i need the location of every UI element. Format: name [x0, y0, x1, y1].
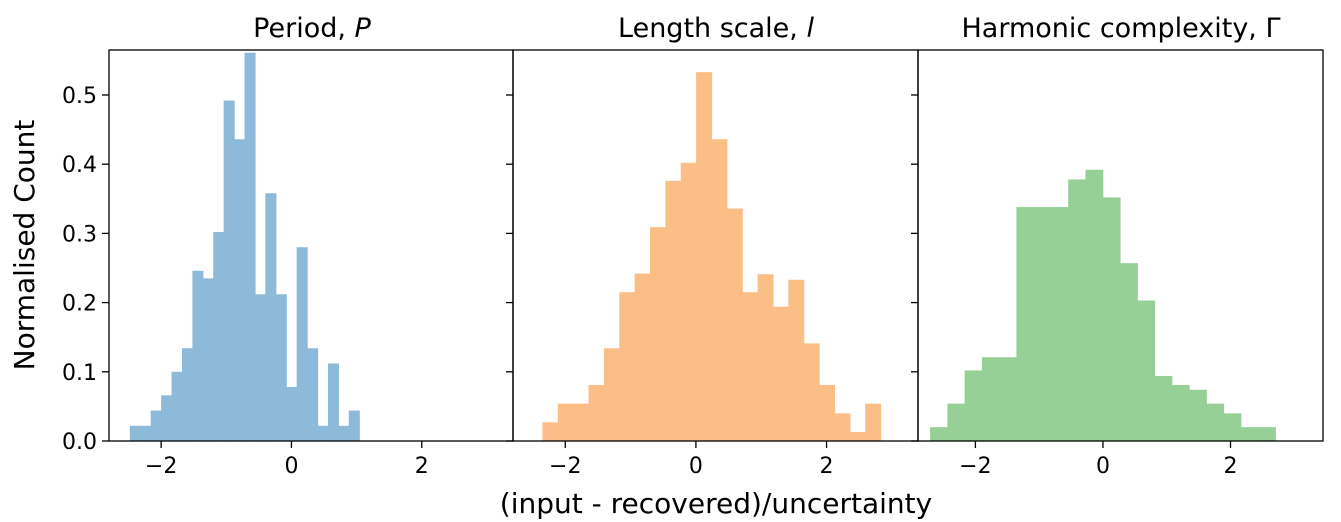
histogram-bar: [254, 294, 266, 441]
panel-length-scale: Length scale, l −2 0 2: [506, 13, 919, 479]
histogram-bar: [573, 403, 590, 441]
histogram-bar: [803, 343, 820, 441]
bars: [129, 52, 360, 442]
axes-frame: [917, 49, 1324, 442]
panel-title-harmonic-complexity: Harmonic complexity, Γ: [961, 13, 1280, 44]
histogram-bar: [1171, 384, 1190, 441]
histogram-bar: [234, 139, 246, 441]
y-tick-label: 0.0: [62, 430, 97, 455]
histogram-bar: [649, 227, 666, 441]
y-tick-label: 0.5: [62, 84, 97, 109]
histogram-bar: [275, 294, 287, 441]
histogram-bar: [834, 413, 851, 441]
x-tick-label: 0: [689, 454, 703, 479]
histogram-bar: [1240, 427, 1259, 441]
histogram-bar: [296, 247, 308, 441]
histogram-bar: [634, 273, 651, 441]
histogram-bar: [1050, 207, 1069, 441]
histogram-bar: [213, 232, 225, 441]
y-tick-label: 0.3: [62, 222, 97, 247]
histogram-bar: [696, 72, 713, 442]
histogram-bar: [619, 292, 636, 441]
histogram-bar: [1102, 197, 1121, 441]
histogram-bar: [1119, 263, 1138, 441]
histogram-bar: [171, 371, 183, 441]
histogram-bar: [964, 370, 983, 441]
histogram-bar: [202, 278, 214, 441]
histogram-bar: [999, 357, 1018, 441]
histogram-bar: [317, 425, 329, 441]
histogram-bar: [223, 100, 235, 442]
histogram-bar: [348, 410, 360, 441]
histogram-bar: [150, 410, 162, 441]
panel-title-period: Period, P: [253, 13, 371, 44]
x-tick-label: 0: [1096, 454, 1110, 479]
histogram-bar: [1189, 389, 1207, 441]
histogram-bar: [265, 193, 277, 441]
histogram-bar: [1154, 375, 1173, 441]
histogram-bar: [1206, 403, 1225, 441]
histogram-bar: [140, 425, 152, 441]
histogram-bar: [757, 274, 774, 441]
panel-harmonic-complexity: Harmonic complexity, Γ −2 0 2: [911, 13, 1324, 479]
x-tick-label: 2: [415, 454, 429, 479]
x-tick-label: 2: [1224, 454, 1238, 479]
histogram-bar: [981, 357, 1000, 441]
histogram-bar: [161, 395, 173, 441]
histogram-bar: [327, 363, 339, 441]
bars: [542, 72, 882, 442]
histogram-bar: [557, 403, 574, 441]
histogram-bar: [1223, 413, 1242, 441]
x-tick-label: −2: [959, 454, 991, 479]
histogram-bar: [1016, 207, 1035, 441]
y-tick-label: 0.4: [62, 153, 97, 178]
histogram-bar: [680, 162, 697, 442]
histogram-bar: [1068, 179, 1087, 441]
histogram-bar: [307, 348, 319, 441]
y-tick-label: 0.1: [62, 361, 97, 386]
histogram-bar: [542, 422, 559, 441]
histogram-bar: [1033, 207, 1052, 441]
histogram-bar: [1258, 427, 1276, 441]
x-tick-label: 2: [820, 454, 834, 479]
histogram-bar: [849, 432, 866, 441]
histogram-bar: [181, 348, 194, 441]
histogram-bar: [588, 384, 605, 441]
histogram-bar: [947, 403, 966, 441]
panel-title-length-scale: Length scale, l: [618, 13, 814, 44]
histogram-bar: [192, 270, 204, 441]
x-tick-label: −2: [549, 454, 581, 479]
histogram-bar: [244, 52, 256, 442]
y-tick-label: 0.2: [62, 292, 97, 317]
histogram-bar: [726, 208, 743, 441]
histogram-bar: [865, 403, 882, 441]
histogram-bar: [129, 425, 141, 441]
bars: [930, 169, 1276, 441]
histogram-bar: [603, 348, 620, 441]
histogram-bar: [711, 139, 728, 441]
x-tick-label: −2: [145, 454, 177, 479]
histogram-bar: [772, 306, 789, 441]
histogram-bar: [1085, 169, 1104, 441]
histogram-bar: [338, 425, 350, 441]
x-tick-label: 0: [284, 454, 298, 479]
histogram-bar: [819, 384, 836, 441]
y-axis-label: Normalised Count: [8, 120, 41, 371]
histogram-bar: [665, 180, 682, 442]
histogram-bar: [286, 387, 298, 441]
histogram-bar: [930, 427, 948, 441]
x-axis-label: (input - recovered)/uncertainty: [500, 487, 932, 520]
histogram-bar: [742, 292, 759, 441]
histogram-bar: [1137, 300, 1156, 441]
histogram-bar: [788, 279, 805, 441]
panel-period: Period, P −2 0 2 0.0 0.1 0.2 0.3 0.4 0.5: [62, 13, 514, 479]
